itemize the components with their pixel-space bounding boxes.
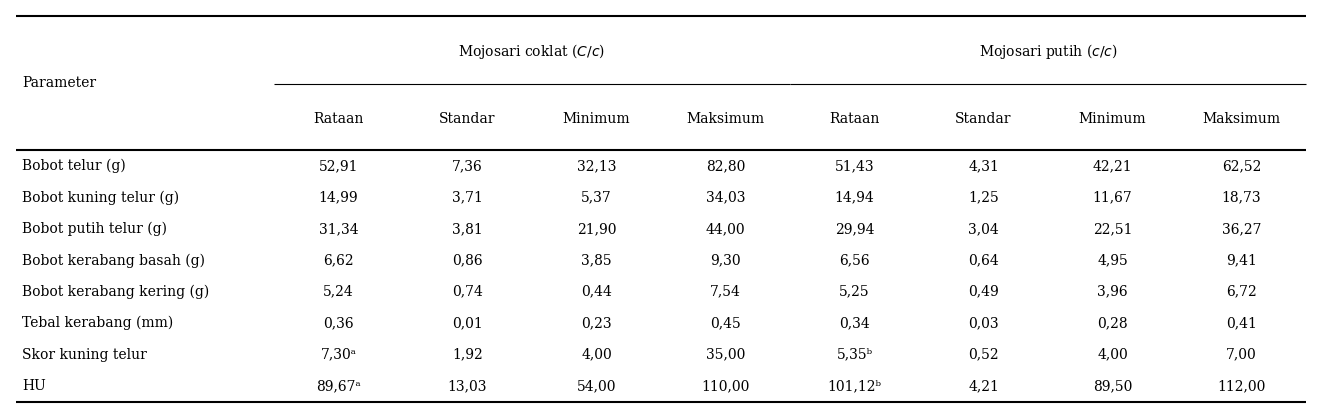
Text: 3,81: 3,81 xyxy=(452,222,483,236)
Text: 9,30: 9,30 xyxy=(710,253,740,267)
Text: 112,00: 112,00 xyxy=(1218,379,1265,393)
Text: 0,41: 0,41 xyxy=(1227,316,1257,330)
Text: 14,99: 14,99 xyxy=(319,190,358,204)
Text: 29,94: 29,94 xyxy=(834,222,874,236)
Text: 52,91: 52,91 xyxy=(319,159,358,173)
Text: 0,23: 0,23 xyxy=(582,316,612,330)
Text: 5,37: 5,37 xyxy=(582,190,612,204)
Text: 0,36: 0,36 xyxy=(323,316,354,330)
Text: Bobot putih telur (g): Bobot putih telur (g) xyxy=(22,222,168,236)
Text: 7,30ᵃ: 7,30ᵃ xyxy=(320,348,357,362)
Text: 0,44: 0,44 xyxy=(582,285,612,299)
Text: 21,90: 21,90 xyxy=(576,222,616,236)
Text: Bobot kerabang basah (g): Bobot kerabang basah (g) xyxy=(22,253,205,267)
Text: 1,25: 1,25 xyxy=(968,190,999,204)
Text: 4,31: 4,31 xyxy=(968,159,999,173)
Text: HU: HU xyxy=(22,379,46,393)
Text: Mojosari putih ($\it{c/c}$): Mojosari putih ($\it{c/c}$) xyxy=(978,42,1117,61)
Text: Maksimum: Maksimum xyxy=(1203,112,1281,126)
Text: 34,03: 34,03 xyxy=(706,190,746,204)
Text: 14,94: 14,94 xyxy=(834,190,874,204)
Text: Minimum: Minimum xyxy=(563,112,631,126)
Text: Mojosari coklat ($\it{C/c}$): Mojosari coklat ($\it{C/c}$) xyxy=(459,42,605,61)
Text: 9,41: 9,41 xyxy=(1227,253,1257,267)
Text: Bobot kuning telur (g): Bobot kuning telur (g) xyxy=(22,190,180,205)
Text: 62,52: 62,52 xyxy=(1222,159,1261,173)
Text: 5,24: 5,24 xyxy=(323,285,354,299)
Text: 6,56: 6,56 xyxy=(839,253,870,267)
Text: 89,67ᵃ: 89,67ᵃ xyxy=(316,379,361,393)
Text: 44,00: 44,00 xyxy=(706,222,746,236)
Text: 6,72: 6,72 xyxy=(1227,285,1257,299)
Text: 0,34: 0,34 xyxy=(839,316,870,330)
Text: 42,21: 42,21 xyxy=(1093,159,1133,173)
Text: 32,13: 32,13 xyxy=(576,159,616,173)
Text: 7,36: 7,36 xyxy=(452,159,483,173)
Text: 3,04: 3,04 xyxy=(968,222,999,236)
Text: 31,34: 31,34 xyxy=(319,222,358,236)
Text: 18,73: 18,73 xyxy=(1222,190,1261,204)
Text: 101,12ᵇ: 101,12ᵇ xyxy=(828,379,882,393)
Text: 4,00: 4,00 xyxy=(582,348,612,362)
Text: Tebal kerabang (mm): Tebal kerabang (mm) xyxy=(22,316,173,330)
Text: Parameter: Parameter xyxy=(22,77,97,90)
Text: 3,85: 3,85 xyxy=(582,253,612,267)
Text: 5,25: 5,25 xyxy=(839,285,870,299)
Text: 0,03: 0,03 xyxy=(968,316,999,330)
Text: 0,74: 0,74 xyxy=(452,285,483,299)
Text: 0,64: 0,64 xyxy=(968,253,999,267)
Text: 0,86: 0,86 xyxy=(452,253,483,267)
Text: 110,00: 110,00 xyxy=(702,379,750,393)
Text: 54,00: 54,00 xyxy=(576,379,616,393)
Text: Rataan: Rataan xyxy=(313,112,364,126)
Text: 82,80: 82,80 xyxy=(706,159,746,173)
Text: 11,67: 11,67 xyxy=(1093,190,1133,204)
Text: 1,92: 1,92 xyxy=(452,348,483,362)
Text: 7,00: 7,00 xyxy=(1227,348,1257,362)
Text: 4,95: 4,95 xyxy=(1097,253,1128,267)
Text: 4,00: 4,00 xyxy=(1097,348,1128,362)
Text: 5,35ᵇ: 5,35ᵇ xyxy=(837,348,873,362)
Text: Rataan: Rataan xyxy=(829,112,879,126)
Text: Bobot telur (g): Bobot telur (g) xyxy=(22,159,126,173)
Text: Minimum: Minimum xyxy=(1079,112,1146,126)
Text: 3,71: 3,71 xyxy=(452,190,483,204)
Text: 35,00: 35,00 xyxy=(706,348,746,362)
Text: 89,50: 89,50 xyxy=(1093,379,1132,393)
Text: 6,62: 6,62 xyxy=(323,253,354,267)
Text: 13,03: 13,03 xyxy=(448,379,488,393)
Text: Standar: Standar xyxy=(439,112,496,126)
Text: 0,49: 0,49 xyxy=(968,285,999,299)
Text: Skor kuning telur: Skor kuning telur xyxy=(22,348,147,362)
Text: 51,43: 51,43 xyxy=(834,159,874,173)
Text: 22,51: 22,51 xyxy=(1093,222,1133,236)
Text: 7,54: 7,54 xyxy=(710,285,740,299)
Text: Standar: Standar xyxy=(956,112,1011,126)
Text: 0,28: 0,28 xyxy=(1097,316,1128,330)
Text: 4,21: 4,21 xyxy=(968,379,999,393)
Text: Maksimum: Maksimum xyxy=(686,112,764,126)
Text: Bobot kerabang kering (g): Bobot kerabang kering (g) xyxy=(22,285,210,299)
Text: 0,01: 0,01 xyxy=(452,316,483,330)
Text: 0,45: 0,45 xyxy=(710,316,740,330)
Text: 0,52: 0,52 xyxy=(968,348,999,362)
Text: 36,27: 36,27 xyxy=(1222,222,1261,236)
Text: 3,96: 3,96 xyxy=(1097,285,1128,299)
